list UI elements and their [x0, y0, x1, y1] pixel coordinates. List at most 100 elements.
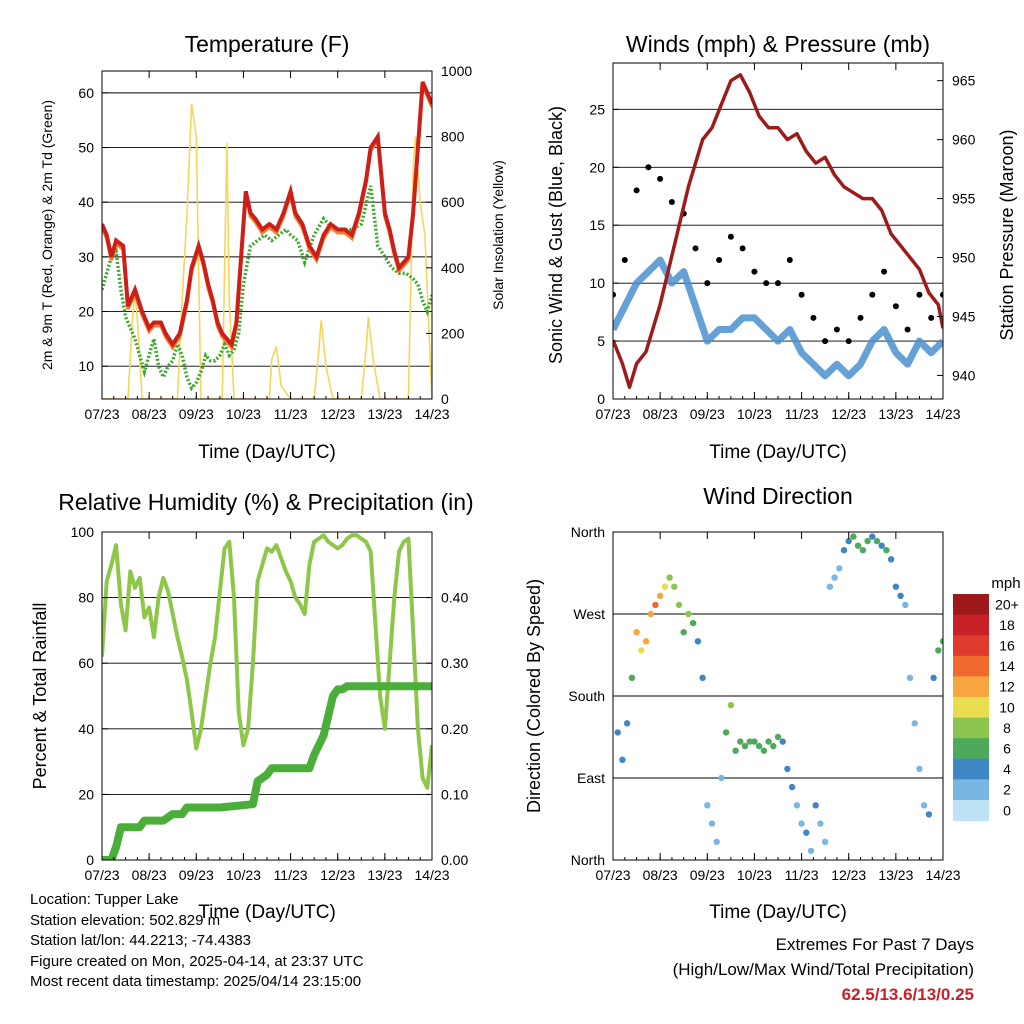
station-elevation: Station elevation: 502.829 m — [30, 911, 221, 929]
direction-point — [652, 601, 659, 609]
y-tick-label: 60 — [78, 85, 94, 101]
colorbar-label: 10 — [999, 699, 1015, 715]
y2-tick-label: 0.40 — [441, 590, 468, 606]
direction-point — [671, 583, 678, 590]
direction-grid — [613, 613, 943, 779]
direction-point — [883, 547, 890, 554]
direction-point — [864, 537, 871, 545]
direction-point — [614, 729, 621, 736]
colorbar-label: 18 — [999, 617, 1015, 633]
direction-point — [873, 537, 881, 545]
x-tick-label: 08/23 — [132, 867, 167, 883]
direction-point — [939, 638, 943, 645]
direction-point — [911, 720, 918, 727]
y2-tick-label: 600 — [441, 194, 465, 210]
series-group — [613, 73, 943, 389]
y2-tick-label: 960 — [952, 132, 976, 148]
gust-point — [869, 291, 876, 298]
humidity-marks — [102, 533, 432, 860]
y-tick-label: 40 — [78, 721, 94, 737]
humidity-ylabel-left: Percent & Total Rainfall — [30, 603, 50, 790]
y2-tick-label: 0.00 — [441, 852, 468, 868]
extremes-box: Extremes For Past 7 Days (High/Low/Max W… — [673, 932, 974, 1007]
y2-tick-label: 1000 — [441, 63, 472, 79]
x-tick-label: 07/23 — [84, 867, 119, 883]
x-tick-label: 10/23 — [226, 406, 261, 422]
temperature-ylabel-left: 2m & 9m T (Red, Orange) & 2m Td (Green) — [39, 100, 55, 370]
series-group — [102, 81, 432, 399]
y2-tick-label: 0 — [441, 391, 449, 407]
colorbar-swatch — [953, 738, 989, 760]
direction-point — [836, 565, 843, 572]
direction-point — [788, 783, 796, 791]
gust-point — [704, 280, 711, 287]
y2-tick-label: 945 — [952, 308, 976, 324]
y2-tick-label: 940 — [952, 367, 976, 383]
direction-point — [699, 674, 706, 681]
x-tick-label: 08/23 — [643, 867, 678, 883]
direction-point — [845, 537, 852, 545]
direction-point — [685, 610, 692, 618]
colorbar-label: 6 — [1003, 741, 1011, 757]
y-tick-label: South — [568, 688, 605, 704]
y-tick-label: East — [577, 770, 605, 786]
direction-point — [755, 742, 763, 750]
x-tick-label: 13/23 — [367, 406, 402, 422]
colorbar-swatch — [953, 800, 989, 822]
temperature-marks — [102, 81, 432, 399]
y-tick-label: North — [571, 524, 605, 540]
extremes-heading: Extremes For Past 7 Days — [775, 935, 974, 954]
colorbar-label: 20+ — [995, 596, 1019, 612]
x-tick-label: 13/23 — [878, 867, 913, 883]
gust-point — [916, 291, 923, 298]
direction-point — [765, 738, 772, 745]
direction-point — [869, 533, 876, 540]
temperature-grid — [102, 92, 432, 367]
total-rainfall-line — [102, 682, 432, 860]
direction-point — [854, 542, 862, 549]
direction-point — [916, 765, 923, 773]
direction-point — [638, 647, 645, 654]
gust-point — [751, 268, 758, 275]
direction-point — [878, 542, 885, 549]
gust-point — [822, 338, 829, 345]
colorbar-label: 12 — [999, 679, 1015, 695]
direction-point — [722, 729, 730, 736]
direction-point — [803, 829, 810, 836]
x-tick-label: 11/23 — [785, 867, 819, 883]
x-tick-label: 12/23 — [831, 867, 866, 883]
winds-ylabel-left: Sonic Wind & Gust (Blue, Black) — [546, 106, 566, 364]
direction-point — [859, 547, 867, 554]
direction-point — [647, 610, 654, 618]
x-tick-label: 14/23 — [925, 867, 960, 883]
colorbar-swatch — [953, 758, 989, 780]
colorbar-swatch — [953, 614, 989, 636]
gust-point — [613, 291, 616, 298]
x-tick-label: 12/23 — [831, 406, 866, 422]
gust-point — [845, 338, 852, 345]
direction-point — [897, 592, 904, 599]
extremes-value: 62.5/13.6/13/0.25 — [841, 985, 974, 1004]
direction-point — [689, 619, 697, 627]
direction-point — [821, 838, 829, 845]
direction-point — [718, 774, 725, 782]
colorbar-label: 0 — [1003, 802, 1011, 818]
direction-point — [642, 638, 650, 645]
y-tick-label: 100 — [71, 524, 95, 540]
direction-point — [826, 583, 834, 590]
colorbar-swatch — [953, 779, 989, 801]
direction-point — [850, 533, 857, 540]
temperature-2m-line — [102, 81, 432, 349]
y-tick-label: 20 — [78, 304, 94, 320]
direction-point — [633, 629, 640, 636]
y-tick-label: West — [573, 606, 605, 622]
winds-ylabel-right: Station Pressure (Maroon) — [997, 129, 1017, 340]
x-tick-label: 09/23 — [179, 406, 214, 422]
direction-point — [902, 601, 909, 609]
direction-point — [741, 742, 749, 750]
direction-point — [920, 802, 928, 809]
x-tick-label: 09/23 — [179, 867, 214, 883]
gust-point — [692, 245, 699, 252]
x-tick-label: 11/23 — [274, 406, 308, 422]
